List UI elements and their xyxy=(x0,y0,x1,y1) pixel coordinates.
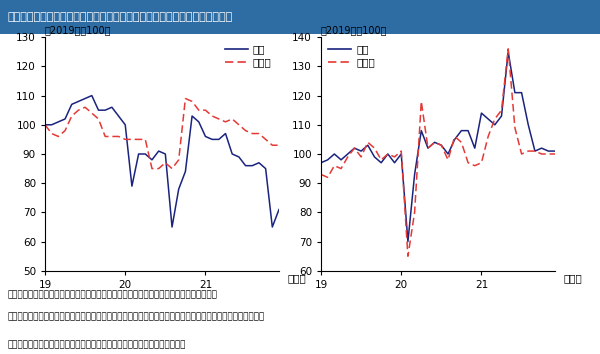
Text: （出所）日本自動車販売協会連合会、米商務省、米労働省より大和総研作成: （出所）日本自動車販売協会連合会、米商務省、米労働省より大和総研作成 xyxy=(7,340,186,349)
Text: （年）: （年） xyxy=(563,274,582,284)
Text: （2019年＝100）: （2019年＝100） xyxy=(45,25,112,35)
Legend: 新車, 中古車: 新車, 中古車 xyxy=(223,42,274,70)
Text: 米国のデータに関しては、新車・中古車の自動車ディーラーの売上高をそれぞれの価格で実質化した。: 米国のデータに関しては、新車・中古車の自動車ディーラーの売上高をそれぞれの価格で… xyxy=(7,313,265,321)
Text: 日本の自動車販売台数（左）と米国の自動車ディーラーの実質売上高（右）: 日本の自動車販売台数（左）と米国の自動車ディーラーの実質売上高（右） xyxy=(7,12,232,22)
Text: （注）大和総研による季節調整値。日本の中古車販売台数は、新規・移転・変更の合計。: （注）大和総研による季節調整値。日本の中古車販売台数は、新規・移転・変更の合計。 xyxy=(7,291,217,299)
Text: （年）: （年） xyxy=(287,274,306,284)
Text: （2019年＝100）: （2019年＝100） xyxy=(321,25,388,35)
Legend: 新車, 中古車: 新車, 中古車 xyxy=(326,42,377,70)
